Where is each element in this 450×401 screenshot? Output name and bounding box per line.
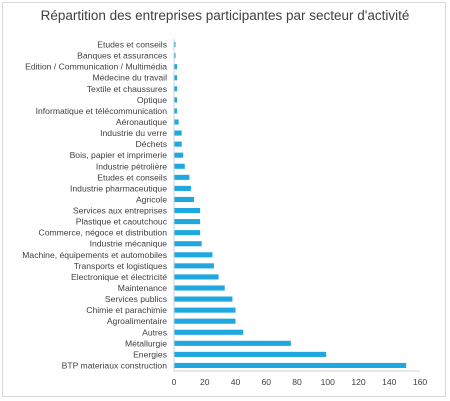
bar xyxy=(174,274,219,280)
bar xyxy=(174,53,176,59)
category-label: Industrie mécanique xyxy=(90,239,168,249)
bar xyxy=(174,263,214,269)
bar xyxy=(174,64,178,70)
category-label: Etudes et conseils xyxy=(97,40,167,50)
bar xyxy=(174,285,225,291)
category-label: Commerce, négoce et distribution xyxy=(39,228,168,238)
x-tick-label: 40 xyxy=(231,377,241,387)
category-label: Services aux entreprises xyxy=(73,206,167,216)
category-label: Chimie et parachimie xyxy=(86,305,167,315)
category-label: Industrie pharmaceutique xyxy=(70,183,167,193)
category-label: Agricole xyxy=(136,194,167,204)
bar xyxy=(174,41,176,48)
bar xyxy=(174,241,202,247)
x-tick-label: 0 xyxy=(172,377,177,387)
bar xyxy=(174,152,184,158)
bar xyxy=(174,97,178,103)
category-label: Machine, équipements et automobiles xyxy=(22,250,167,260)
bar xyxy=(174,185,191,191)
bar xyxy=(174,86,178,92)
bar xyxy=(174,196,194,203)
bar xyxy=(174,329,244,335)
chart-title: Répartition des entreprises participante… xyxy=(40,8,410,23)
bar xyxy=(174,351,327,357)
bar xyxy=(174,252,213,258)
category-label: Agroalimentaire xyxy=(107,316,167,326)
category-label: Textile et chaussures xyxy=(87,84,167,94)
category-label: Industrie pétrolière xyxy=(96,161,167,171)
bar xyxy=(174,130,182,136)
category-label: Aéronautique xyxy=(116,117,167,127)
category-label: Optique xyxy=(137,95,167,105)
category-label: Industrie du verre xyxy=(100,128,167,138)
bar xyxy=(174,163,185,169)
bar xyxy=(174,230,201,236)
x-tick-label: 140 xyxy=(382,377,397,387)
category-label: Métallurgie xyxy=(125,338,167,348)
bar xyxy=(174,119,179,125)
x-tick-label: 60 xyxy=(261,377,271,387)
bars-group xyxy=(174,41,407,369)
category-label: Bois, papier et imprimerie xyxy=(70,150,168,160)
x-tick-label: 160 xyxy=(413,377,428,387)
x-tick-label: 120 xyxy=(351,377,366,387)
category-label: Transports et logistiques xyxy=(74,261,167,271)
category-label: Banques et assurances xyxy=(77,51,167,61)
category-label: Autres xyxy=(142,327,167,337)
bar xyxy=(174,296,233,302)
x-tick-label: 20 xyxy=(200,377,210,387)
bar xyxy=(174,340,291,346)
category-label: Energies xyxy=(133,349,167,359)
bar xyxy=(174,307,236,313)
bar xyxy=(174,108,178,114)
category-label: Edition / Communication / Multimédia xyxy=(25,62,167,72)
bar xyxy=(174,318,236,324)
category-label: Informatique et télécommunication xyxy=(36,106,168,116)
bar xyxy=(174,362,407,369)
bar xyxy=(174,207,201,214)
category-label: Plastique et caoutchouc xyxy=(76,217,168,227)
category-label: BTP materiaux construction xyxy=(62,360,168,370)
bar xyxy=(174,75,178,81)
category-label: Déchets xyxy=(135,139,167,149)
x-tick-label: 80 xyxy=(292,377,302,387)
category-label: Maintenance xyxy=(118,283,167,293)
x-tick-labels-group: 0 20 40 60 80 100 120 140 160 xyxy=(172,377,428,387)
x-tick-label: 100 xyxy=(321,377,336,387)
bar xyxy=(174,219,201,225)
category-label: Services publics xyxy=(105,294,167,304)
category-label: Electronique et électricité xyxy=(71,272,167,282)
category-label: Médecine du travail xyxy=(92,73,167,83)
bar xyxy=(174,174,190,180)
category-label: Etudes et conseils xyxy=(97,172,167,182)
bar xyxy=(174,141,182,147)
